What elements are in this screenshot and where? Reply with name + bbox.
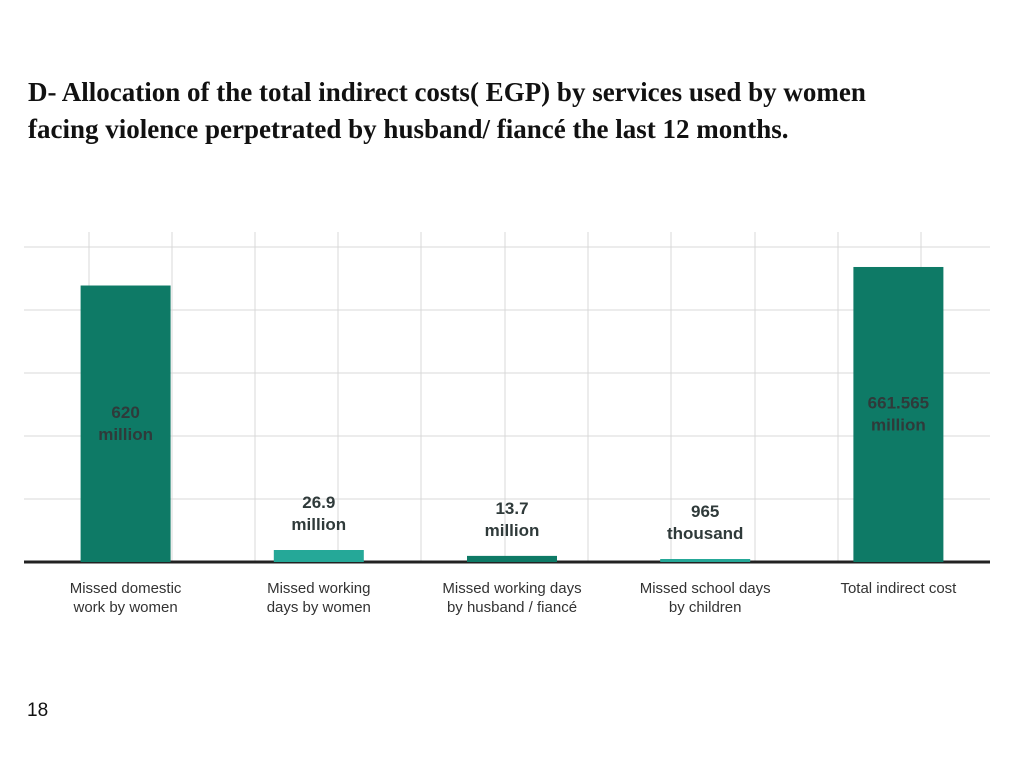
data-label-3: 13.7 million — [485, 499, 540, 540]
category-label-5-line-1: Total indirect cost — [840, 580, 957, 597]
slide-title-line-1: D- Allocation of the total indirect cost… — [28, 77, 866, 107]
slide-title: D- Allocation of the total indirect cost… — [28, 74, 1018, 148]
bar-2 — [273, 550, 364, 562]
data-label-3-line-2: million — [485, 521, 540, 540]
category-label-5: Total indirect cost — [840, 580, 957, 597]
bar-3 — [467, 555, 557, 562]
data-label-2-line-2: million — [291, 515, 346, 534]
chart-category-labels: Missed domestic work by women Missed worki… — [70, 580, 957, 616]
data-label-2-line-1: 26.9 — [302, 493, 335, 512]
category-label-4-line-1: Missed school days — [640, 580, 771, 597]
chart-bars — [80, 266, 944, 562]
page-number: 18 — [27, 700, 49, 721]
category-label-4-line-2: by children — [669, 599, 742, 616]
data-label-1-line-2: million — [98, 425, 153, 444]
data-label-1-line-1: 620 — [111, 403, 139, 422]
data-label-4: 965 thousand — [667, 502, 744, 543]
slide-title-line-2: facing violence perpetrated by husband/ … — [28, 114, 789, 144]
category-label-4: Missed school days by children — [640, 580, 771, 616]
data-label-4-line-1: 965 — [691, 502, 719, 521]
category-label-3: Missed working days by husband / fiancé — [442, 580, 581, 616]
bar-1 — [80, 285, 171, 562]
category-label-2-line-2: days by women — [267, 599, 371, 616]
category-label-3-line-1: Missed working days — [442, 580, 581, 597]
data-label-5-line-2: million — [871, 416, 926, 435]
category-label-1: Missed domestic work by women — [70, 580, 182, 616]
category-label-2-line-1: Missed working — [267, 580, 370, 597]
bar-4 — [660, 559, 751, 562]
category-label-1-line-1: Missed domestic — [70, 580, 182, 597]
category-label-3-line-2: by husband / fiancé — [447, 599, 577, 616]
data-label-4-line-2: thousand — [667, 524, 744, 543]
data-label-5: 661.565 million — [868, 394, 929, 435]
category-label-1-line-2: work by women — [72, 599, 177, 616]
data-label-5-line-1: 661.565 — [868, 394, 929, 413]
data-label-1: 620 million — [98, 403, 153, 444]
chart-value-labels: 620 million 26.9 million 13.7 million 965 thous… — [98, 394, 929, 543]
data-label-3-line-1: 13.7 — [495, 499, 528, 518]
data-label-2: 26.9 million — [291, 493, 346, 534]
category-label-2: Missed working days by women — [267, 580, 371, 616]
bar-5 — [853, 266, 944, 562]
